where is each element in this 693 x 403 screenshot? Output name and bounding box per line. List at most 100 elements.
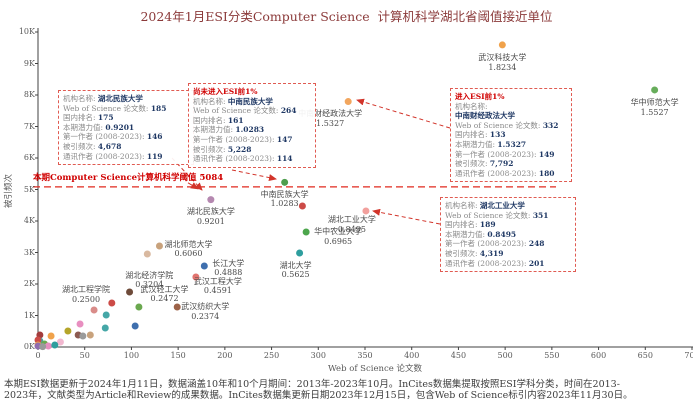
annotation-row-value: 175 <box>97 113 114 123</box>
annotation-row-value: 0.9201 <box>105 122 135 132</box>
scatter-point-武汉工程大学[interactable] <box>192 273 200 281</box>
annotation-row-value: 湖北工业大学 <box>479 201 525 210</box>
scatter-point-湖北经济学院[interactable] <box>143 250 151 258</box>
scatter-point-中南民族大学[interactable] <box>281 178 289 186</box>
scatter-point-武汉轻工大学[interactable] <box>126 288 134 296</box>
scatter-point-湖北民族大学[interactable] <box>207 196 215 204</box>
annotation-row: 第一作者 (2008-2023): 149 <box>455 150 567 160</box>
institution-name: 武汉工程大学 <box>193 276 242 286</box>
point-label-武汉工程大学: 武汉工程大学 0.4591 <box>170 277 266 296</box>
annotation-row: 被引频次: 4,319 <box>445 249 571 259</box>
scatter-point-湖北师范大学[interactable] <box>155 242 163 250</box>
x-tick-label: 300 <box>310 351 326 360</box>
x-tick-label: 700 <box>684 351 693 360</box>
point-label-湖北工程学院: 湖北工程学院 0.2500 <box>38 285 134 304</box>
annotation-row: 通讯作者 (2008-2023): 180 <box>455 169 567 179</box>
annotation-row-label: 第一作者 (2008-2023): <box>63 132 147 142</box>
point-label-中南民族大学: 中南民族大学 1.0283 <box>237 190 333 209</box>
x-axis-title: Web of Science 论文数 <box>328 364 422 374</box>
annotation-row-value: 133 <box>489 130 506 140</box>
annotation-row-value: 中南财经政法大学 <box>455 111 515 121</box>
scatter-point[interactable] <box>102 311 110 319</box>
annotation-row-value: 4,319 <box>479 248 504 258</box>
x-tick-label: 200 <box>217 351 233 360</box>
point-label-华中师范大学: 华中师范大学 1.5527 <box>607 98 693 117</box>
scatter-point[interactable] <box>86 331 94 339</box>
annotation-row: 机构名称: 湖北民族大学 <box>63 94 189 104</box>
annotation-row-label: 国内排名: <box>455 130 490 140</box>
y-tick-label: 7K <box>23 121 35 131</box>
annotation-row-value: 201 <box>528 258 545 268</box>
footnote-line-2: 2023年，文献类型为Article和Review的成果数据。InCites数据… <box>4 390 633 401</box>
point-label-湖北大学: 湖北大学 0.5625 <box>248 261 344 280</box>
scatter-point-中南财经政法大学[interactable] <box>344 98 352 106</box>
y-tick-label: 2K <box>23 279 35 288</box>
annotation-row-value: 湖北民族大学 <box>97 94 143 103</box>
scatter-point[interactable] <box>51 341 59 349</box>
annotation-row-label: 被引频次: <box>193 144 228 154</box>
scatter-point-华中师范大学[interactable] <box>651 86 659 94</box>
x-tick-label: 150 <box>170 351 186 360</box>
annotation-row-value: 351 <box>532 210 549 220</box>
scatter-point[interactable] <box>47 332 55 340</box>
institution-name: 湖北师范大学 <box>164 239 213 249</box>
potential-value: 1.5527 <box>640 107 669 117</box>
annotation-box-zhongnan-minzu: 尚未进入ESI前1% 机构名称: 中南民族大学 Web of Science 论文数… <box>188 83 316 168</box>
annotation-box-header: 尚未进入ESI前1% <box>193 87 258 96</box>
scatter-point-华中农业大学[interactable] <box>302 228 310 236</box>
annotation-row: 国内排名: 175 <box>63 113 189 123</box>
y-tick-label: 1K <box>23 310 35 320</box>
scatter-point[interactable] <box>64 327 72 335</box>
scatter-point[interactable] <box>298 202 306 210</box>
scatter-point[interactable] <box>34 336 42 344</box>
potential-value: 0.2374 <box>191 311 220 321</box>
y-tick-label: 9K <box>23 58 35 68</box>
annotation-row: Web of Science 论文数: 332 <box>455 121 567 131</box>
annotation-row-label: 本期潜力值: <box>455 139 498 149</box>
annotation-row: Web of Science 论文数: 351 <box>445 211 571 221</box>
annotation-row: 通讯作者 (2008-2023): 114 <box>193 154 311 164</box>
scatter-point[interactable] <box>135 303 143 311</box>
annotation-row-label: 第一作者 (2008-2023): <box>445 239 529 249</box>
annotation-row-label: 通讯作者 (2008-2023): <box>193 154 277 164</box>
scatter-point-湖北工业大学[interactable] <box>362 207 370 215</box>
scatter-point[interactable] <box>131 322 139 330</box>
potential-value: 1.8234 <box>488 62 517 72</box>
institution-name: 武汉轻工大学 <box>140 284 189 294</box>
scatter-point[interactable] <box>76 320 84 328</box>
scatter-point-湖北工程学院[interactable] <box>90 306 98 314</box>
y-axis-title: 被引频次 <box>4 174 14 209</box>
scatter-point[interactable] <box>39 343 47 351</box>
scatter-point[interactable] <box>79 332 87 340</box>
y-tick-label: 5K <box>23 184 35 194</box>
institution-name: 华中师范大学 <box>630 98 679 108</box>
scatter-point[interactable] <box>44 342 52 350</box>
annotation-row-label: 被引频次: <box>63 141 98 151</box>
scatter-point[interactable] <box>101 324 109 332</box>
scatter-point[interactable] <box>56 338 64 346</box>
annotation-row-label: 国内排名: <box>63 113 98 123</box>
x-tick-label: 450 <box>450 351 467 360</box>
scatter-point-湖北大学[interactable] <box>296 249 304 257</box>
y-tick-label: 4K <box>23 216 35 225</box>
scatter-point[interactable] <box>108 299 116 307</box>
annotation-row-label: 机构名称: <box>193 96 228 106</box>
annotation-row: 中南财经政法大学 <box>455 111 567 121</box>
potential-value: 1.5327 <box>316 118 345 128</box>
annotation-box-zhongnan-caijing: 进入ESI前1% 机构名称: 中南财经政法大学 Web of Science 论文数… <box>450 88 572 183</box>
point-label-华中农业大学: 华中农业大学 0.6965 <box>290 227 386 246</box>
scatter-point-武汉纺织大学[interactable] <box>173 303 181 311</box>
x-tick-label: 250 <box>263 351 280 360</box>
annotation-row-value: 149 <box>538 149 555 159</box>
annotation-row-label: 机构名称: <box>63 94 98 103</box>
scatter-point-长江大学[interactable] <box>200 262 208 270</box>
institution-name: 湖北工程学院 <box>62 285 111 295</box>
potential-value: 0.2472 <box>150 294 179 303</box>
annotation-row: 第一作者 (2008-2023): 146 <box>63 132 189 142</box>
x-tick-label: 600 <box>590 351 607 360</box>
point-label-湖北师范大学: 湖北师范大学 0.6060 <box>140 240 236 259</box>
annotation-row: 被引频次: 7,792 <box>455 159 567 169</box>
annotation-row-label: 本期潜力值: <box>445 229 488 239</box>
potential-value: 0.3204 <box>135 280 164 289</box>
scatter-point-武汉科技大学[interactable] <box>498 41 506 49</box>
